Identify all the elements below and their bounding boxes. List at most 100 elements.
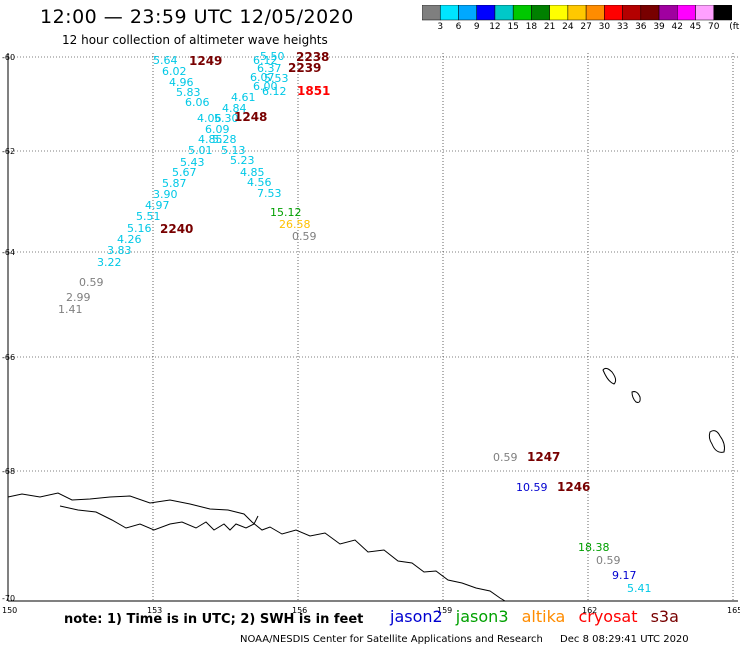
pass-time-label: 2238 — [296, 50, 329, 64]
wave-height-value: 5.67 — [172, 166, 197, 179]
longitude-labels: 150 153 156 159 162 165 — [2, 606, 740, 615]
map-subtitle: 12 hour collection of altimeter wave hei… — [62, 33, 328, 47]
color-scale-label: 18 — [525, 22, 538, 32]
pass-time-label: 2239 — [288, 61, 321, 75]
wave-height-value: 4.85 — [198, 133, 223, 146]
wave-height-value: 10.59 — [516, 481, 548, 494]
wave-height-value: 6.06 — [185, 96, 210, 109]
wave-height-value: 5.41 — [627, 582, 652, 595]
wave-height-value: 4.06 — [197, 112, 222, 125]
wave-height-value: 1.41 — [58, 303, 83, 316]
wave-height-value: 18.38 — [578, 541, 610, 554]
legend-jason3: jason3 — [455, 607, 509, 626]
latitude-label: -66 — [2, 353, 15, 362]
latitude-label: -68 — [2, 467, 15, 476]
pass-time-label: 1851 — [297, 84, 330, 98]
pass-time-label: 1246 — [557, 480, 590, 494]
wave-height-value: 5.64 — [153, 54, 178, 67]
wave-height-value: 6.02 — [162, 65, 187, 78]
color-scale-label: 36 — [635, 22, 647, 32]
latitude-label: -62 — [2, 147, 15, 156]
wave-height-value: 5.30 — [214, 112, 239, 125]
footer-timestamp: Dec 8 08:29:41 UTC 2020 — [560, 634, 689, 645]
wave-height-value: 5.28 — [212, 133, 237, 146]
color-scale-label: 15 — [507, 22, 519, 32]
footer-org: NOAA/NESDIS Center for Satellite Applica… — [240, 634, 543, 645]
color-scale-label: 70 — [708, 22, 720, 32]
wave-height-value: 6.12 — [253, 54, 278, 67]
legend-cryosat: cryosat — [578, 607, 638, 626]
wave-height-value: 0.59 — [292, 230, 317, 243]
color-scale-label: 42 — [671, 22, 684, 32]
wave-height-value: 4.26 — [117, 233, 142, 246]
wave-height-value: 5.01 — [188, 144, 213, 157]
color-scale-label: 33 — [616, 22, 629, 32]
color-scale-label: 30 — [598, 22, 611, 32]
color-swatch — [713, 5, 732, 21]
wave-height-value: 0.59 — [79, 276, 104, 289]
units-note: note: 1) Time is in UTC; 2) SWH is in fe… — [64, 612, 364, 627]
wave-height-value: 9.17 — [612, 569, 637, 582]
wave-height-value: 0.59 — [493, 451, 518, 464]
wave-height-value: 4.85 — [240, 166, 265, 179]
wave-height-value: 2.99 — [66, 291, 91, 304]
wave-height-value: 4.96 — [169, 76, 194, 89]
wave-height-value: 5.83 — [176, 86, 201, 99]
legend-altika: altika — [521, 607, 566, 626]
graticule — [8, 53, 738, 601]
wave-height-value: 3.83 — [107, 244, 132, 257]
wave-height-value: 7.53 — [257, 187, 282, 200]
longitude-label: 150 — [2, 606, 17, 615]
wave-height-value: 3.22 — [97, 256, 122, 269]
longitude-label: 159 — [437, 606, 452, 615]
longitude-label: 156 — [292, 606, 307, 615]
color-scale-label: 45 — [689, 22, 702, 32]
map-title: 12:00 — 23:59 UTC 12/05/2020 — [40, 6, 354, 28]
map-frame — [7, 53, 738, 602]
pass-time-label: 1247 — [527, 450, 560, 464]
wave-height-value: 5.13 — [221, 144, 246, 157]
wave-height-value: 5.87 — [162, 177, 187, 190]
longitude-label: 162 — [582, 606, 597, 615]
wave-height-value: 3.90 — [153, 188, 178, 201]
legend-jason2: jason2 — [390, 607, 443, 626]
wave-height-value: 6.12 — [262, 85, 287, 98]
wave-height-value: 6.09 — [205, 123, 230, 136]
wave-height-value: 5.51 — [136, 210, 161, 223]
wave-height-value: 4.61 — [231, 91, 256, 104]
satellite-legend: jason2 jason3 altika cryosat s3a — [390, 607, 687, 626]
wave-height-value: 6.07 — [250, 71, 275, 84]
wave-height-value: 5.16 — [127, 222, 152, 235]
wave-height-value: 26.58 — [279, 218, 311, 231]
pass-time-label: 1249 — [189, 54, 222, 68]
wave-height-value: 5.43 — [180, 156, 205, 169]
color-scale-label: 12 — [489, 22, 501, 32]
legend-s3a: s3a — [650, 607, 679, 626]
coastline — [7, 367, 725, 602]
latitude-label: -64 — [2, 248, 15, 257]
pass-time-label: 1248 — [234, 110, 267, 124]
wave-height-value: 4.97 — [145, 199, 170, 212]
color-scale-label: 24 — [562, 22, 574, 32]
color-scale-bar — [422, 5, 732, 21]
wave-height-value: 6.37 — [257, 62, 282, 75]
wave-height-value: 0.59 — [596, 554, 621, 567]
pass-time-label: 2240 — [160, 222, 193, 236]
wave-height-value: 5.23 — [230, 154, 255, 167]
color-scale-label: 27 — [580, 22, 592, 32]
color-scale-label: 39 — [653, 22, 665, 32]
latitude-labels: -60 -62 -64 -66 -68 -70 — [2, 53, 15, 603]
latitude-label: -70 — [2, 594, 15, 603]
wave-height-value: 15.12 — [270, 206, 302, 219]
wave-height-values: 5.646.024.965.836.064.065.306.094.855.28… — [58, 50, 652, 595]
wave-height-value: 6.00 — [253, 80, 278, 93]
wave-height-value: 5.53 — [264, 72, 289, 85]
longitude-label: 165 — [727, 606, 740, 615]
color-scale-label: 21 — [543, 22, 556, 32]
longitude-label: 153 — [147, 606, 162, 615]
wave-height-value: 4.56 — [247, 176, 272, 189]
wave-height-value: 5.50 — [260, 50, 285, 63]
